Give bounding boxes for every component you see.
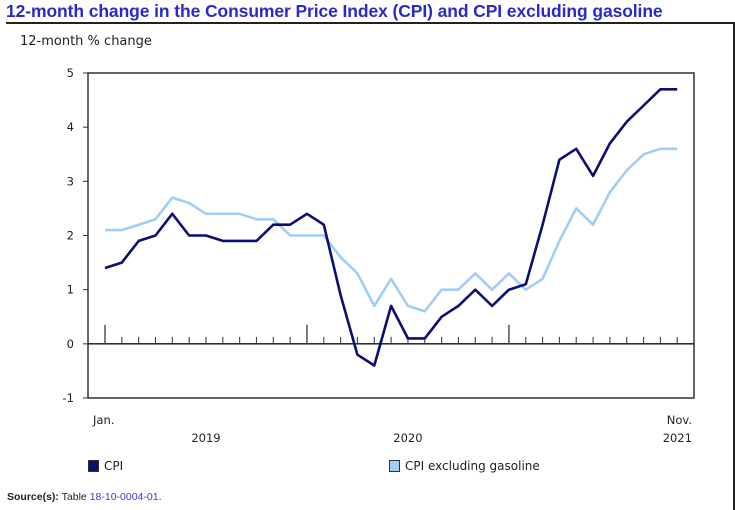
legend-label-cpi: CPI xyxy=(104,459,124,473)
source-prefix: Source(s): xyxy=(7,491,59,503)
legend-item-cpi-ex-gasoline: CPI excluding gasoline xyxy=(389,459,540,473)
legend-label-cpi-ex-gasoline: CPI excluding gasoline xyxy=(405,459,540,473)
chart-title: 12-month change in the Consumer Price In… xyxy=(6,1,663,21)
line-chart: 5 4 3 2 1 0 -1 Jan. 2019 2020 Nov. 2021 xyxy=(63,66,695,445)
legend-swatch-cpi xyxy=(88,460,99,472)
y-tick-label: 3 xyxy=(67,174,74,188)
source-suffix: . xyxy=(158,491,162,503)
y-axis: 5 4 3 2 1 0 -1 xyxy=(63,66,88,405)
source-text: Table xyxy=(58,491,90,503)
x-tick-label: Jan. xyxy=(92,413,114,427)
x-tick-label: 2019 xyxy=(191,431,220,445)
plot-frame xyxy=(87,72,695,399)
title-divider xyxy=(6,22,735,24)
source-note: Source(s): Table 18-10-0004-01. xyxy=(7,491,162,503)
series-line-cpi xyxy=(104,88,678,367)
y-tick-label: 4 xyxy=(67,120,74,134)
y-tick-label: 1 xyxy=(67,283,74,297)
right-border xyxy=(733,22,735,510)
legend-item-cpi: CPI xyxy=(88,459,123,473)
y-axis-label: 12-month % change xyxy=(20,34,152,49)
series-lines xyxy=(104,88,678,367)
y-tick-label: -1 xyxy=(63,391,74,405)
x-axis-labels: Jan. 2019 2020 Nov. 2021 xyxy=(92,413,692,445)
series-line-cpi-ex-gasoline xyxy=(105,147,678,313)
x-tick-label: Nov. xyxy=(667,413,692,427)
y-tick-label: 2 xyxy=(67,229,74,243)
legend-swatch-cpi-ex-gasoline xyxy=(389,460,400,472)
x-axis xyxy=(104,324,678,344)
y-tick-label: 0 xyxy=(67,337,74,351)
x-tick-label: 2021 xyxy=(663,431,692,445)
y-tick-label: 5 xyxy=(67,66,74,80)
x-tick-label: 2020 xyxy=(393,431,422,445)
source-table-link[interactable]: 18-10-0004-01 xyxy=(89,491,159,503)
plot-border xyxy=(87,72,695,399)
